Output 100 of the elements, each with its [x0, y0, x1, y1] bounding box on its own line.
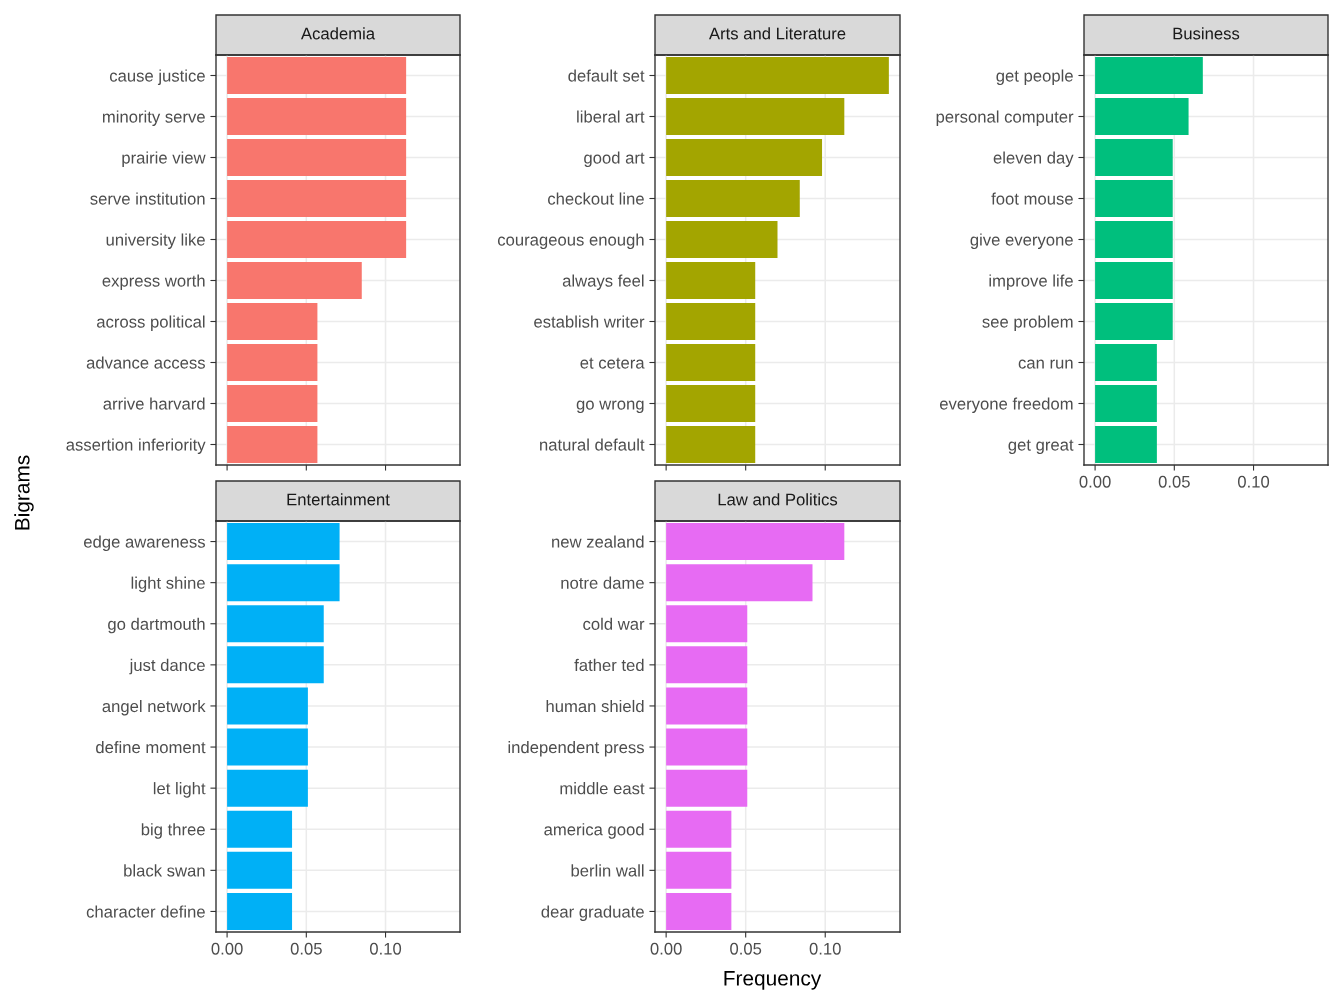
bar: [1095, 426, 1157, 463]
y-tick-label: go wrong: [576, 400, 644, 413]
y-tick-label: university like: [106, 233, 205, 249]
x-tick-label: 0.05: [290, 942, 322, 955]
y-tick-label: let light: [153, 782, 206, 798]
bar: [227, 564, 340, 602]
y-tick-label: everyone freedom: [939, 397, 1073, 413]
y-tick-label: courageous enough: [497, 233, 644, 249]
bar: [666, 892, 732, 930]
y-tick-label: berlin wall: [571, 864, 644, 877]
bar: [666, 221, 778, 258]
y-tick-label: get people: [996, 69, 1073, 85]
bar: [666, 180, 800, 217]
y-tick-label: dear graduate: [541, 905, 644, 921]
y-tick-label: serve institution: [90, 192, 205, 205]
y-tick-label: independent press: [508, 741, 644, 757]
y-tick-label: eleven day: [993, 151, 1074, 167]
chart-title: Academia: [300, 27, 376, 40]
y-tick-label: define moment: [96, 741, 206, 754]
x-tick-label: 0.00: [1079, 475, 1111, 488]
bar: [666, 303, 756, 340]
x-tick-label: 0.00: [650, 942, 682, 955]
bar: [666, 262, 756, 299]
chart-title: Arts and Literature: [708, 27, 846, 40]
x-tick-label: 0.10: [369, 942, 402, 955]
y-tick-label: arrive harvard: [103, 397, 205, 410]
bar: [1095, 262, 1173, 299]
y-tick-label: black swan: [124, 864, 205, 877]
bar: [666, 98, 845, 135]
bar: [666, 139, 823, 176]
x-tick-label: 0.00: [211, 942, 243, 955]
chart-title: Business: [1173, 27, 1240, 40]
y-tick-label: get great: [1008, 439, 1074, 454]
bar: [227, 605, 324, 643]
bar: [666, 605, 748, 643]
y-tick-label: improve life: [989, 274, 1073, 290]
y-tick-label: notre dame: [561, 576, 644, 589]
y-tick-label: angel network: [102, 699, 206, 716]
bar: [1095, 344, 1157, 381]
y-tick-label: foot mouse: [991, 192, 1073, 205]
bar: [666, 426, 756, 463]
bar: [1095, 385, 1157, 422]
bar: [666, 810, 732, 848]
y-tick-label: across political: [96, 315, 205, 331]
y-tick-label: personal computer: [936, 110, 1074, 126]
y-tick-label: natural default: [540, 438, 645, 451]
y-tick-label: can run: [1018, 359, 1073, 369]
y-tick-label: give everyone: [970, 233, 1073, 249]
bar: [666, 687, 748, 725]
y-tick-label: establish writer: [534, 315, 645, 328]
bar: [666, 385, 756, 422]
y-tick-label: just dance: [129, 658, 205, 675]
y-tick-label: see problem: [982, 315, 1073, 331]
y-tick-label: et cetera: [580, 357, 645, 369]
bar: [1095, 221, 1173, 258]
bar: [227, 728, 308, 766]
y-tick-label: light shine: [131, 576, 205, 593]
y-tick-label: edge awareness: [83, 535, 205, 552]
y-tick-label: default set: [568, 69, 645, 82]
y-tick-label: human shield: [546, 699, 644, 713]
y-tick-label: go dartmouth: [108, 617, 205, 634]
y-tick-label: new zealand: [552, 535, 644, 548]
y-tick-label: middle east: [560, 782, 645, 795]
y-tick-label: advance access: [86, 356, 205, 369]
y-tick-label: character define: [86, 905, 205, 918]
y-tick-label: america good: [544, 823, 644, 839]
bar: [1095, 98, 1189, 135]
y-tick-label: good art: [584, 151, 645, 167]
bar: [666, 728, 748, 766]
x-axis-title: Frequency: [724, 971, 822, 990]
bar: [666, 564, 813, 602]
bar: [666, 769, 748, 807]
y-tick-label: minority serve: [102, 110, 205, 126]
chart-title: Law and Politics: [718, 493, 838, 506]
x-tick-label: 0.05: [1158, 475, 1190, 488]
x-tick-label: 0.05: [730, 942, 762, 955]
bar: [666, 344, 756, 381]
bar: [1095, 139, 1173, 176]
y-tick-label: father ted: [574, 658, 644, 672]
bar: [227, 646, 324, 684]
x-tick-label: 0.10: [1237, 475, 1270, 488]
bar: [1095, 303, 1173, 340]
bar: [666, 646, 748, 684]
bar: [227, 769, 308, 807]
bar: [227, 892, 293, 930]
y-tick-label: assertion inferiority: [66, 438, 206, 454]
x-tick-label: 0.10: [809, 942, 841, 955]
y-tick-label: liberal art: [577, 110, 645, 123]
bar: [227, 687, 308, 725]
bar: [1095, 180, 1173, 217]
y-tick-label: checkout line: [548, 192, 644, 205]
chart-title: Entertainment: [287, 493, 390, 506]
y-axis-title: Bigrams: [14, 455, 34, 530]
y-tick-label: express worth: [102, 274, 205, 290]
bar: [227, 851, 293, 889]
y-tick-label: always feel: [562, 274, 644, 290]
bar: [227, 810, 293, 848]
y-tick-label: big three: [141, 823, 205, 839]
y-tick-label: cause justice: [109, 69, 205, 85]
y-tick-label: cold war: [583, 617, 645, 630]
